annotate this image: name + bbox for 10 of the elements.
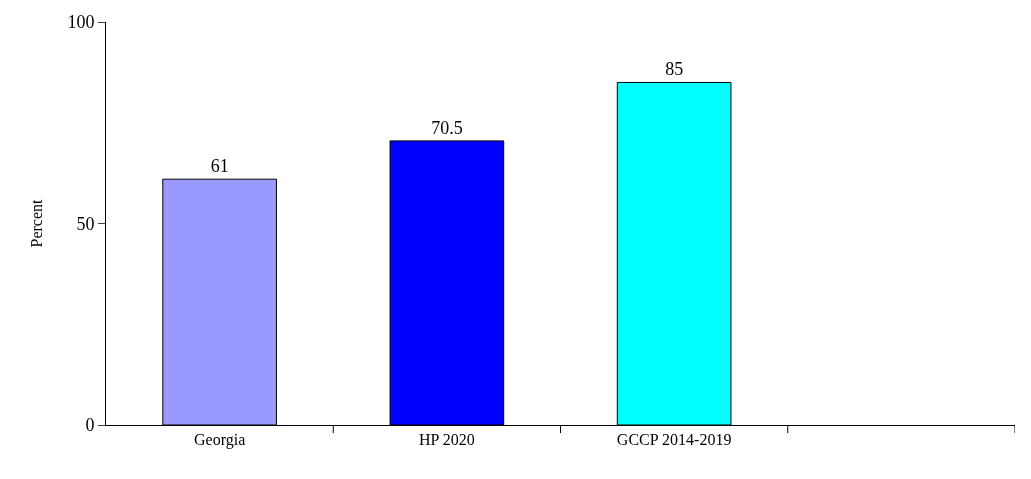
y-tick-label: 50 (76, 213, 95, 234)
x-tick-label: HP 2020 (418, 431, 475, 449)
x-tick-label: GCCP 2014-2019 (616, 431, 732, 449)
y-axis-title: Percent (28, 198, 46, 248)
y-tick-label: 100 (67, 12, 95, 33)
y-tick-label: 0 (85, 415, 95, 436)
data-label: 85 (665, 59, 684, 80)
data-label: 61 (210, 156, 229, 177)
data-label: 70.5 (431, 117, 463, 138)
x-tick-label: Georgia (194, 431, 246, 450)
